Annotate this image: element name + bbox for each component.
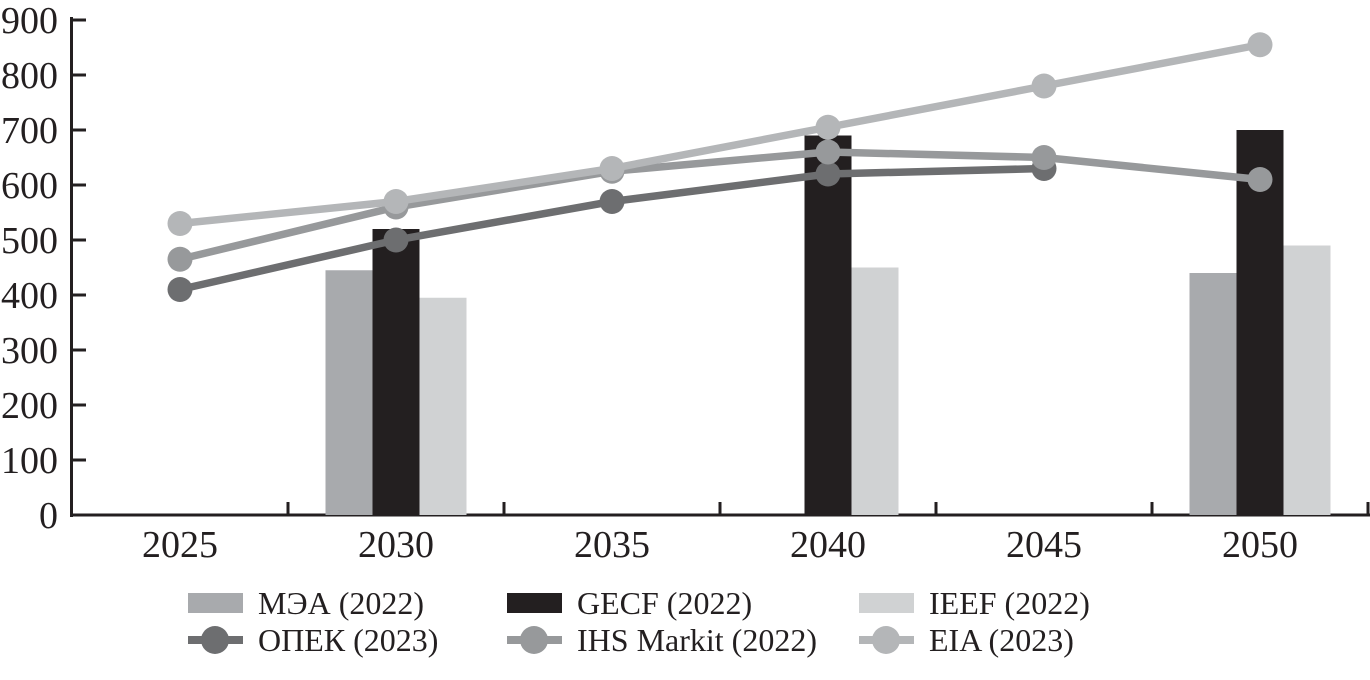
bar-2030	[325, 270, 373, 515]
legend-item-mea: МЭА (2022)	[188, 586, 424, 620]
series-marker	[167, 277, 193, 302]
y-tick-label: 300	[1, 330, 58, 372]
series-marker	[815, 114, 841, 140]
legend-item-gecf: GECF (2022)	[507, 586, 752, 620]
y-tick-label: 700	[1, 110, 58, 152]
legend-label: IEEF (2022)	[929, 585, 1090, 621]
x-tick-label: 2035	[574, 524, 650, 566]
legend-label: EIA (2023)	[929, 622, 1074, 658]
combo-chart-canvas: 0 100 200 300 400 500 600 700 800 900 2025 2030 2035…	[1, 0, 1370, 566]
series-marker	[1031, 145, 1057, 170]
x-tick-label: 2040	[790, 524, 866, 566]
y-tick-label: 400	[1, 275, 58, 317]
series-marker	[383, 227, 409, 253]
bar-2030	[419, 297, 467, 515]
series-marker	[1031, 73, 1057, 99]
series-marker	[383, 189, 409, 214]
x-tick-label: 2030	[358, 524, 434, 566]
legend-line-marker-swatch-icon	[859, 624, 914, 656]
legend-label: МЭА (2022)	[258, 585, 424, 621]
series-marker	[815, 139, 841, 165]
legend-item-opec: ОПЕК (2023)	[188, 623, 438, 657]
series-marker	[815, 161, 841, 187]
y-tick-label: 100	[1, 440, 58, 482]
series-marker	[1247, 167, 1273, 192]
series-marker	[167, 246, 193, 272]
bar-2050	[1189, 273, 1237, 515]
y-tick-label: 200	[1, 385, 58, 427]
legend-bar-swatch-icon	[859, 593, 914, 613]
legend-item-eia: EIA (2023)	[859, 623, 1074, 657]
legend-bar-swatch-icon	[507, 593, 562, 613]
series-line	[179, 148, 1261, 263]
y-tick-label: 800	[1, 55, 58, 97]
legend-label: GECF (2022)	[577, 585, 753, 621]
legend-item-ihs-markit: IHS Markit (2022)	[507, 623, 817, 657]
y-tick-label: 500	[1, 220, 58, 262]
y-tick-label: 600	[1, 165, 58, 207]
series-line	[179, 41, 1261, 228]
series-marker	[599, 189, 625, 214]
series-marker	[1247, 32, 1273, 58]
x-tick-label: 2025	[142, 524, 218, 566]
legend-item-ieef: IEEF (2022)	[859, 586, 1090, 620]
y-tick-label: 900	[1, 0, 58, 42]
bar-2030	[372, 229, 420, 515]
y-tick-label: 0	[39, 495, 58, 537]
bar-2040	[804, 135, 852, 515]
legend-label: ОПЕК (2023)	[258, 622, 439, 658]
bar-2040	[851, 267, 899, 515]
legend-line-marker-swatch-icon	[507, 624, 562, 656]
x-tick-label: 2045	[1006, 524, 1082, 566]
x-tick-label: 2050	[1222, 524, 1298, 566]
bar-2050	[1283, 245, 1331, 515]
bar-2050	[1236, 130, 1284, 515]
legend-bar-swatch-icon	[188, 593, 243, 613]
series-marker	[599, 156, 625, 181]
legend-line-marker-swatch-icon	[188, 624, 243, 656]
legend-label: IHS Markit (2022)	[577, 622, 817, 658]
series-marker	[167, 211, 193, 236]
